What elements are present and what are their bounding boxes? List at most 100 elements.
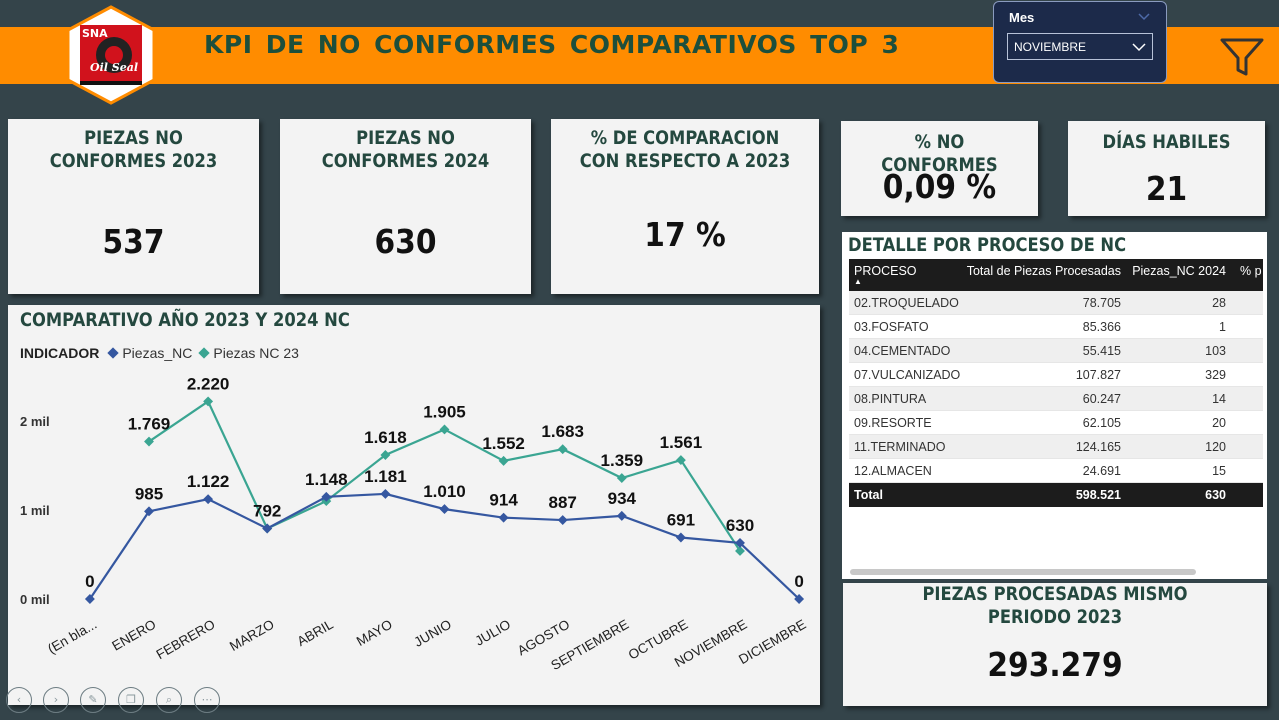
table-header: PROCESO ▲ Total de Piezas Procesadas Piez…	[849, 259, 1263, 291]
table-cell: 20	[1212, 415, 1226, 430]
column-header[interactable]: PROCESO ▲	[849, 259, 964, 291]
y-tick-label: 1 mil	[20, 503, 50, 518]
scrollbar-thumb[interactable]	[850, 569, 1196, 575]
kpi-card-business-days: DÍAS HABILES 21	[1068, 121, 1265, 216]
data-label: 792	[253, 502, 281, 521]
table-cell: 1	[1219, 319, 1226, 334]
zoom-icon[interactable]: ⌕	[156, 687, 182, 713]
table-cell: 04.CEMENTADO	[854, 343, 951, 358]
data-label: 0	[85, 572, 94, 591]
data-point	[616, 510, 627, 521]
data-point	[203, 396, 214, 407]
kpi-card-nc-percent: % NO CONFORMES 0,09 %	[841, 121, 1038, 216]
table-cell: 07.VULCANIZADO	[854, 367, 961, 382]
x-tick-label: JUNIO	[411, 617, 454, 650]
table-row[interactable]: 07.VULCANIZADO 107.827 329	[849, 363, 1263, 387]
chart-legend: INDICADOR Piezas_NC Piezas NC 23	[20, 345, 307, 361]
filter-icon[interactable]	[1220, 38, 1264, 76]
data-label: 1.905	[423, 402, 466, 421]
data-point	[675, 455, 686, 466]
table-cell: 15	[1212, 463, 1226, 478]
table-cell: 11.TERMINADO	[854, 439, 946, 454]
data-label: 1.552	[482, 434, 525, 453]
back-icon[interactable]: ‹	[6, 687, 32, 713]
x-tick-label: ABRIL	[294, 616, 336, 649]
data-point	[498, 455, 509, 466]
total-cell: 598.521	[1075, 488, 1121, 502]
kpi-title: % NO CONFORMES	[881, 131, 998, 176]
table-cell: 85.366	[1082, 319, 1121, 334]
forward-icon[interactable]: ›	[43, 687, 69, 713]
kpi-card-nc-2024: PIEZAS NO CONFORMES 2024 630	[280, 119, 531, 294]
x-tick-label: (En bla...	[45, 617, 99, 657]
process-detail-table: DETALLE POR PROCESO DE NC PROCESO ▲ Total…	[842, 232, 1267, 579]
x-tick-label: MARZO	[227, 617, 277, 654]
kpi-value: 17 %	[644, 215, 726, 254]
table-row[interactable]: 12.ALMACEN 24.691 15	[849, 459, 1263, 483]
table-cell: 107.827	[1075, 367, 1121, 382]
legend-item-piezas-nc[interactable]: Piezas_NC	[107, 345, 192, 361]
total-label: Total	[854, 488, 883, 502]
x-tick-label: MAYO	[354, 617, 395, 649]
comparison-chart: COMPARATIVO AÑO 2023 Y 2024 NC INDICADOR…	[8, 305, 820, 705]
table-row[interactable]: 04.CEMENTADO 55.415 103	[849, 339, 1263, 363]
y-tick-label: 0 mil	[20, 592, 50, 607]
chart-title: COMPARATIVO AÑO 2023 Y 2024 NC	[20, 309, 350, 331]
table-cell: 28	[1212, 295, 1226, 310]
data-point	[380, 450, 391, 460]
data-label: 934	[608, 489, 637, 508]
table-body: 02.TROQUELADO 78.705 28 03.FOSFATO 85.366 1 04…	[849, 291, 1263, 483]
x-tick-label: FEBRERO	[154, 617, 218, 663]
logo-text-mid: Oil Seal	[90, 61, 138, 74]
kpi-card-processed-pieces: PIEZAS PROCESADAS MISMO PERIODO 2023 293…	[843, 583, 1267, 706]
table-cell: 62.105	[1082, 415, 1121, 430]
horizontal-scrollbar[interactable]	[850, 569, 1255, 575]
month-dropdown[interactable]: NOVIEMBRE	[1007, 33, 1153, 60]
table-row[interactable]: 02.TROQUELADO 78.705 28	[849, 291, 1263, 315]
data-point	[735, 545, 745, 556]
data-label: 1.683	[541, 422, 584, 441]
kpi-value: 537	[102, 222, 165, 261]
chevron-down-icon[interactable]	[1137, 10, 1151, 24]
legend-item-piezas-nc-23[interactable]: Piezas NC 23	[198, 345, 299, 361]
data-point	[439, 504, 450, 515]
table-cell: 24.691	[1082, 463, 1121, 478]
data-label: 887	[549, 493, 577, 512]
table-cell: 78.705	[1082, 295, 1121, 310]
month-slicer[interactable]: Mes NOVIEMBRE	[993, 1, 1167, 83]
table-row[interactable]: 03.FOSFATO 85.366 1	[849, 315, 1263, 339]
table-cell: 329	[1205, 367, 1226, 382]
data-point	[675, 532, 686, 543]
data-point	[498, 512, 509, 523]
copy-icon[interactable]: ❐	[118, 687, 144, 713]
kpi-card-nc-2023: PIEZAS NO CONFORMES 2023 537	[8, 119, 259, 294]
table-cell: 12.ALMACEN	[854, 463, 932, 478]
data-point	[380, 488, 391, 499]
data-label: 1.010	[423, 482, 466, 501]
x-tick-label: ENERO	[109, 617, 158, 654]
column-header[interactable]: % p	[1240, 264, 1262, 278]
data-label: 0	[794, 572, 803, 591]
kpi-title: PIEZAS NO CONFORMES 2024	[321, 127, 490, 172]
more-icon[interactable]: ⋯	[194, 687, 220, 713]
kpi-title: PIEZAS NO CONFORMES 2023	[49, 127, 218, 172]
table-row[interactable]: 09.RESORTE 62.105 20	[849, 411, 1263, 435]
month-dropdown-value: NOVIEMBRE	[1014, 40, 1087, 54]
data-label: 691	[667, 511, 695, 530]
data-point	[144, 436, 154, 447]
column-header[interactable]: Total de Piezas Procesadas	[966, 264, 1121, 278]
table-row[interactable]: 11.TERMINADO 124.165 120	[849, 435, 1263, 459]
kpi-value: 0,09 %	[882, 167, 997, 206]
x-tick-label: DICIEMBRE	[736, 617, 808, 667]
table-cell: 55.415	[1082, 343, 1121, 358]
data-point	[794, 594, 805, 604]
table-cell: 124.165	[1075, 439, 1121, 454]
data-point	[262, 523, 273, 534]
table-row[interactable]: 08.PINTURA 60.247 14	[849, 387, 1263, 411]
edit-icon[interactable]: ✎	[80, 687, 106, 713]
column-header[interactable]: Piezas_NC 2024	[1132, 264, 1226, 278]
kpi-value: 21	[1145, 169, 1188, 208]
table-cell: 60.247	[1082, 391, 1121, 406]
table-cell: 120	[1205, 439, 1226, 454]
